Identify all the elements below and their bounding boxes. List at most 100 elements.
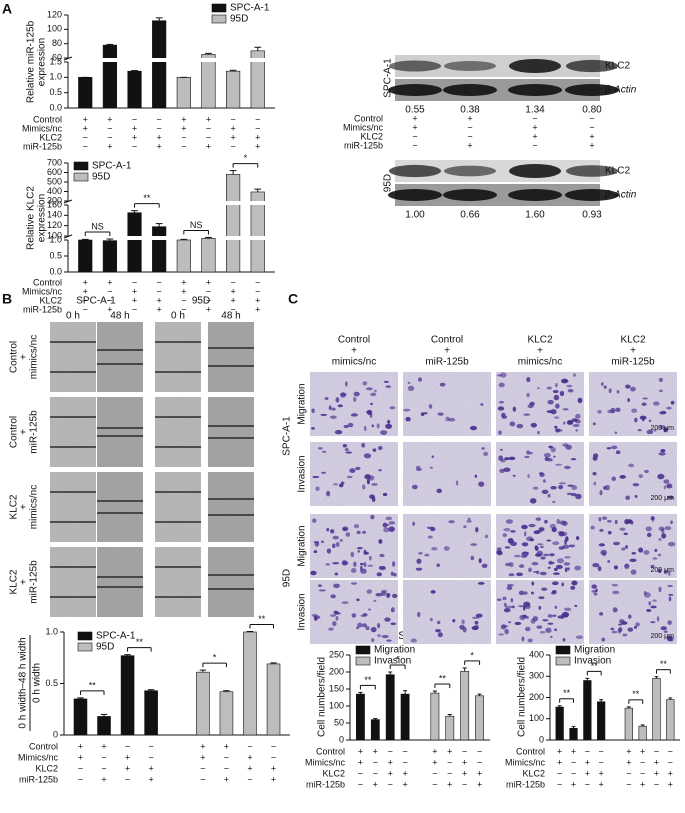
- significance-label: **: [136, 637, 144, 647]
- micrograph: [97, 472, 143, 542]
- bar: [97, 716, 111, 736]
- cell-blob: [342, 443, 348, 448]
- cell-line-label: SPC-A-1: [383, 58, 394, 98]
- cell-blob: [547, 622, 554, 625]
- cell-blob: [538, 605, 542, 610]
- row-label: miR-125b: [29, 560, 40, 604]
- condition-sign: −: [230, 277, 235, 287]
- condition-sign: −: [557, 779, 562, 789]
- cell-blob: [431, 455, 435, 458]
- axis-break-gap: [151, 58, 167, 62]
- condition-sign: +: [654, 768, 659, 778]
- y-axis-label: expression: [37, 194, 48, 242]
- blot-background: [395, 184, 600, 206]
- cell-blob: [552, 614, 557, 617]
- cell-blob: [607, 560, 611, 563]
- cell-blob: [627, 627, 634, 632]
- condition-sign: +: [107, 141, 112, 151]
- cell-blob: [539, 631, 546, 634]
- cell-blob: [386, 592, 391, 598]
- cell-blob: [466, 519, 472, 523]
- cell-blob: [337, 404, 344, 408]
- cell-blob: [550, 409, 557, 415]
- cell-blob: [363, 453, 372, 459]
- cell-blob: [510, 530, 516, 533]
- cell-blob: [350, 567, 357, 574]
- cell-blob: [537, 387, 540, 390]
- cell-blob: [331, 407, 336, 411]
- cell-blob: [522, 605, 526, 611]
- cell-blob: [544, 519, 548, 524]
- condition-sign: +: [247, 752, 252, 762]
- cell-blob: [564, 567, 568, 573]
- condition-sign: +: [447, 779, 452, 789]
- cell-blob: [619, 527, 626, 531]
- cell-blob: [330, 529, 335, 534]
- cell-blob: [650, 516, 655, 521]
- cell-blob: [555, 428, 561, 433]
- cell-blob: [415, 567, 423, 571]
- condition-sign: −: [224, 763, 229, 773]
- condition-sign: −: [358, 779, 363, 789]
- cell-blob: [392, 593, 398, 599]
- condition-sign: +: [599, 768, 604, 778]
- column-header: miR-125b: [425, 357, 469, 368]
- cell-blob: [477, 581, 485, 585]
- cell-blob: [521, 542, 529, 547]
- condition-sign: +: [181, 114, 186, 124]
- condition-sign: +: [181, 277, 186, 287]
- significance-label: **: [364, 675, 372, 685]
- significance-label: *: [470, 650, 474, 660]
- cell-blob: [544, 456, 550, 462]
- cell-blob: [361, 623, 367, 628]
- cell-blob: [570, 492, 577, 497]
- cell-blob: [663, 485, 667, 490]
- cell-blob: [523, 551, 530, 555]
- legend-swatch: [355, 645, 371, 655]
- condition-label: KLC2: [322, 768, 345, 778]
- row-label: Migration: [297, 383, 308, 424]
- y-tick-label: 140: [47, 210, 62, 220]
- condition-sign: +: [83, 114, 88, 124]
- micrograph: [403, 442, 491, 506]
- cell-blob: [566, 567, 570, 571]
- cell-blob: [606, 447, 612, 450]
- cell-blob: [474, 621, 479, 625]
- condition-label: Control: [354, 113, 383, 123]
- cell-blob: [366, 409, 373, 415]
- cell-blob: [631, 552, 637, 555]
- cell-blob: [612, 607, 618, 613]
- cell-blob: [652, 557, 658, 560]
- cell-blob: [615, 407, 621, 412]
- cell-blob: [508, 573, 515, 577]
- cell-blob: [503, 528, 511, 532]
- cell-blob: [371, 496, 376, 503]
- condition-sign: −: [181, 132, 186, 142]
- row-label: +: [19, 429, 30, 435]
- cell-blob: [552, 389, 559, 394]
- cell-blob: [508, 621, 512, 624]
- cell-blob: [591, 584, 598, 589]
- cell-blob: [474, 474, 478, 478]
- bar: [266, 663, 281, 736]
- condition-sign: −: [654, 746, 659, 756]
- condition-sign: +: [402, 779, 407, 789]
- significance-label: **: [258, 614, 266, 624]
- cell-blob: [528, 567, 532, 573]
- cell-blob: [558, 484, 564, 490]
- cell-blob: [575, 429, 579, 432]
- micrograph: [208, 547, 254, 617]
- cell-blob: [597, 566, 602, 572]
- condition-sign: +: [585, 768, 590, 778]
- cell-blob: [347, 422, 354, 428]
- condition-label: Mimics/nc: [22, 123, 62, 133]
- cell-blob: [364, 474, 372, 480]
- column-header: Control: [338, 335, 370, 346]
- cell-blob: [509, 421, 516, 427]
- cell-blob: [550, 447, 556, 453]
- cell-blob: [353, 523, 360, 529]
- cell-blob: [548, 445, 553, 449]
- condition-sign: −: [447, 757, 452, 767]
- micrograph: [97, 322, 143, 392]
- condition-sign: −: [571, 757, 576, 767]
